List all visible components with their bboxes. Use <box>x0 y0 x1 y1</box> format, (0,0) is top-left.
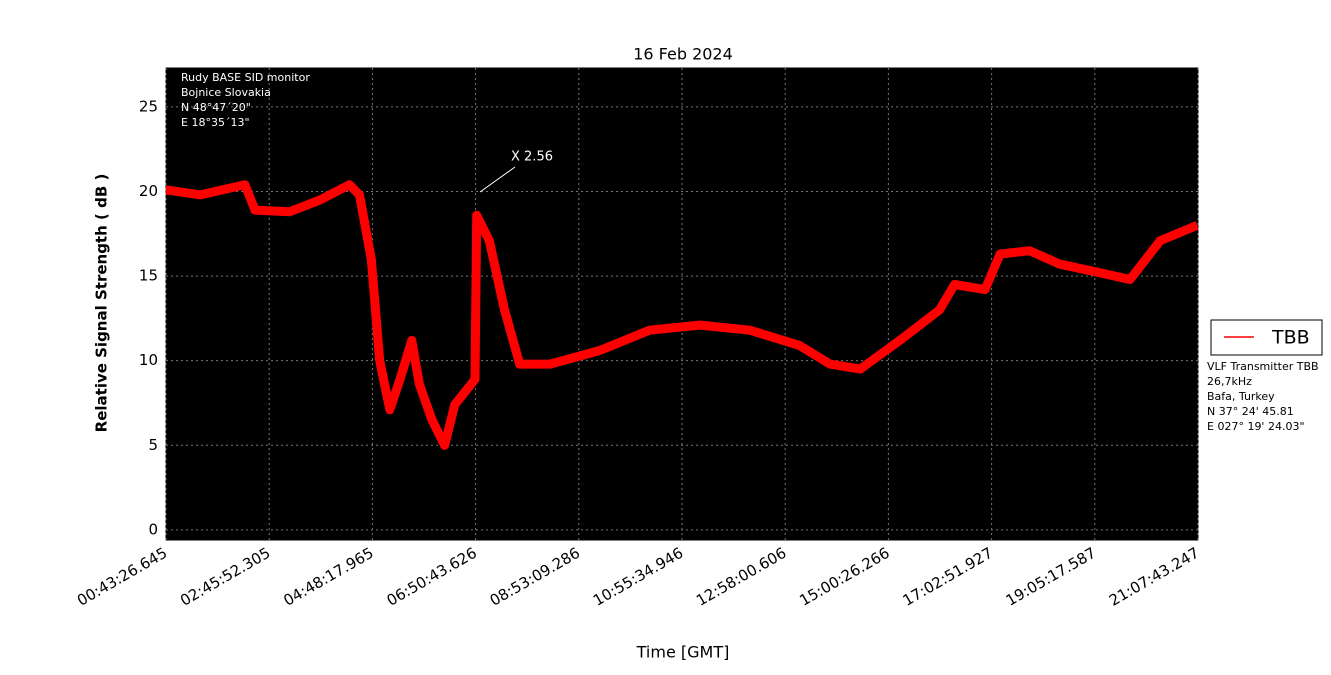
y-axis-label: Relative Signal Strength ( dB ) <box>93 174 111 433</box>
x-tick-label: 02:45:52.305 <box>177 544 273 610</box>
y-tick-label: 0 <box>148 520 158 538</box>
station-note: N 48°47´20" <box>181 101 251 114</box>
x-tick-label: 21:07:43.247 <box>1106 544 1202 610</box>
chart-title: 16 Feb 2024 <box>633 45 733 64</box>
legend: TBB <box>1210 319 1323 356</box>
y-tick-label: 5 <box>148 436 158 454</box>
x-tick-label: 08:53:09.286 <box>487 544 583 610</box>
y-tick-label: 10 <box>139 351 158 369</box>
transmitter-note: E 027° 19' 24.03" <box>1207 420 1305 433</box>
station-note: Rudy BASE SID monitor <box>181 71 310 84</box>
station-note: E 18°35´13" <box>181 116 250 129</box>
transmitter-note: 26,7kHz <box>1207 375 1252 388</box>
x-tick-label: 06:50:43.626 <box>384 544 480 610</box>
x-tick-label: 15:00:26.266 <box>796 544 892 610</box>
y-tick-label: 20 <box>139 182 158 200</box>
transmitter-note: N 37° 24' 45.81 <box>1207 405 1294 418</box>
station-note: Bojnice Slovakia <box>181 86 271 99</box>
plot <box>166 180 1198 450</box>
series-line <box>166 180 1198 450</box>
annotation-arrow <box>479 166 516 193</box>
x-tick-label: 00:43:26.645 <box>74 544 170 610</box>
x-tick-label: 10:55:34.946 <box>590 544 686 610</box>
y-tick-label: 25 <box>139 97 158 115</box>
x-tick-label: 17:02:51.927 <box>900 544 996 610</box>
x-tick-label: 04:48:17.965 <box>280 544 376 610</box>
transmitter-note: VLF Transmitter TBB <box>1207 360 1319 373</box>
legend-label: TBB <box>1271 327 1310 349</box>
y-tick-label: 15 <box>139 267 158 285</box>
transmitter-note: Bafa, Turkey <box>1207 390 1275 403</box>
x-tick-label: 12:58:00.606 <box>693 544 789 610</box>
annotation: X 2.56 <box>511 150 553 165</box>
x-tick-label: 19:05:17.587 <box>1003 544 1099 610</box>
x-axis-label: Time [GMT] <box>636 643 730 662</box>
